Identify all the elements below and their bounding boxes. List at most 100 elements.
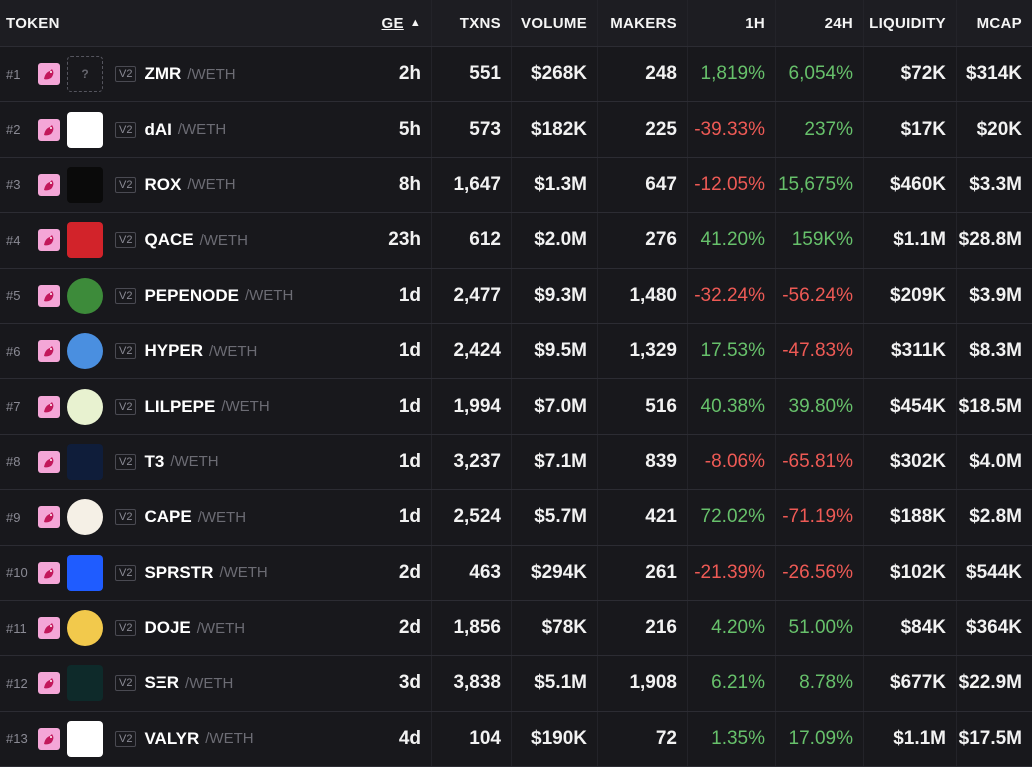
token-cell[interactable]: #13 V2 VALYR/WETH — [0, 712, 370, 766]
rank-label: #9 — [6, 509, 21, 525]
volume-cell: $5.7M — [512, 490, 598, 545]
token-symbol: HYPER — [144, 341, 204, 361]
header-liquidity[interactable]: LIQUIDITY — [864, 0, 957, 46]
mcap-cell: $4.0M — [969, 450, 1022, 472]
token-logo-icon — [67, 499, 103, 536]
liquidity-cell: $84K — [864, 600, 957, 656]
quote-pair: /WETH — [170, 453, 219, 471]
sort-asc-icon[interactable]: ▲ — [409, 17, 421, 29]
header-age[interactable]: GE ▲ — [370, 0, 432, 46]
volume-cell: $268K — [512, 47, 598, 102]
header-makers[interactable]: MAKERS — [598, 0, 688, 46]
volume-cell: $2.0M — [512, 213, 598, 268]
token-cell[interactable]: #4 V2 QACE/WETH — [0, 213, 370, 267]
header-volume[interactable]: VOLUME — [512, 0, 598, 46]
makers-cell: 1,480 — [598, 268, 688, 323]
table-row[interactable]: #4 V2 QACE/WETH 23h 612 $2.0M 276 41.20% 159K% $1… — [0, 213, 1032, 269]
table-row[interactable]: #10 V2 SPRSTR/WETH 2d 463 $294K 261 -21.39% -26.… — [0, 545, 1032, 601]
age-cell: 4d — [370, 711, 432, 767]
token-logo-icon — [67, 111, 103, 148]
mcap-cell: $28.8M — [958, 229, 1022, 251]
token-symbol: VALYR — [144, 728, 200, 748]
change-1h-cell: -39.33% — [688, 102, 776, 157]
txns-cell: 463 — [432, 545, 512, 600]
liquidity-cell: $454K — [864, 379, 957, 434]
mcap-cell: $314K — [966, 63, 1022, 85]
token-cell[interactable]: #12 V2 SΞR/WETH — [0, 656, 370, 710]
token-cell[interactable]: #7 V2 LILPEPE/WETH — [0, 379, 370, 433]
table-row[interactable]: #9 V2 CAPE/WETH 1d 2,524 $5.7M 421 72.02% -71.19… — [0, 490, 1032, 546]
txns-cell: 2,477 — [432, 268, 512, 323]
rank-label: #7 — [6, 399, 21, 415]
txns-cell: 573 — [432, 102, 512, 157]
token-logo-icon — [67, 665, 103, 702]
table-row[interactable]: #13 V2 VALYR/WETH 4d 104 $190K 72 1.35% 17.09% $1… — [0, 711, 1032, 767]
token-logo-icon — [67, 388, 103, 425]
token-cell[interactable]: #2 V2 dAI/WETH — [0, 102, 370, 156]
txns-cell: 1,647 — [432, 157, 512, 213]
table-row[interactable]: #7 V2 LILPEPE/WETH 1d 1,994 $7.0M 516 40.38% 39.… — [0, 379, 1032, 435]
table-row[interactable]: #11 V2 DOJE/WETH 2d 1,856 $78K 216 4.20% 51.00% $… — [0, 600, 1032, 657]
liquidity-cell: $311K — [864, 323, 957, 379]
rank-label: #1 — [6, 66, 21, 82]
token-logo-icon — [67, 720, 103, 757]
volume-cell: $190K — [512, 711, 598, 767]
uniswap-icon — [38, 672, 60, 695]
mcap-cell: $364K — [966, 617, 1022, 639]
volume-cell: $294K — [512, 545, 598, 600]
table-row[interactable]: #12 V2 SΞR/WETH 3d 3,838 $5.1M 1,908 6.21% 8.78%… — [0, 656, 1032, 712]
token-cell[interactable]: #10 V2 SPRSTR/WETH — [0, 546, 370, 600]
liquidity-cell: $209K — [864, 268, 957, 323]
uniswap-icon — [38, 395, 60, 418]
token-logo-icon — [67, 222, 103, 259]
table-row[interactable]: #8 V2 T3/WETH 1d 3,237 $7.1M 839 -8.06% -65.81% $… — [0, 434, 1032, 491]
liquidity-cell: $677K — [864, 656, 957, 711]
token-cell[interactable]: #6 V2 HYPER/WETH — [0, 324, 370, 378]
uniswap-icon — [38, 727, 60, 750]
token-cell[interactable]: #11 V2 DOJE/WETH — [0, 601, 370, 655]
token-cell[interactable]: #3 V2 ROX/WETH — [0, 158, 370, 212]
uniswap-icon — [38, 450, 60, 473]
token-symbol: SPRSTR — [144, 562, 214, 582]
change-24h-cell: -56.24% — [776, 268, 864, 323]
change-24h-cell: 6,054% — [776, 47, 864, 102]
header-24h[interactable]: 24H — [776, 0, 864, 46]
age-cell: 3d — [370, 656, 432, 711]
token-cell[interactable]: #9 V2 CAPE/WETH — [0, 490, 370, 544]
volume-cell: $9.5M — [512, 323, 598, 379]
makers-cell: 248 — [598, 47, 688, 102]
table-row[interactable]: #6 V2 HYPER/WETH 1d 2,424 $9.5M 1,329 17.53% -47… — [0, 323, 1032, 380]
change-24h-cell: -47.83% — [776, 323, 864, 379]
token-cell[interactable]: #5 V2 PEPENODE/WETH — [0, 269, 370, 323]
table-row[interactable]: #5 V2 PEPENODE/WETH 1d 2,477 $9.3M 1,480 -32.24… — [0, 268, 1032, 324]
txns-cell: 2,524 — [432, 490, 512, 545]
token-symbol: DOJE — [144, 618, 191, 638]
mcap-cell: $17.5M — [958, 727, 1022, 749]
uniswap-icon — [38, 118, 60, 141]
txns-cell: 3,237 — [432, 434, 512, 490]
change-1h-cell: 72.02% — [688, 490, 776, 545]
quote-pair: /WETH — [244, 287, 294, 305]
table-row[interactable]: #3 V2 ROX/WETH 8h 1,647 $1.3M 647 -12.05% 15,675… — [0, 157, 1032, 214]
header-mcap[interactable]: MCAP — [976, 14, 1022, 32]
quote-pair: /WETH — [205, 730, 254, 748]
change-1h-cell: 40.38% — [688, 379, 776, 434]
table-row[interactable]: #1? V2 ZMR/WETH 2h 551 $268K 248 1,819% 6,054% $7… — [0, 47, 1032, 103]
quote-pair: /WETH — [177, 121, 227, 139]
liquidity-cell: $1.1M — [864, 711, 957, 767]
header-txns[interactable]: TXNS — [432, 0, 512, 46]
uniswap-icon — [38, 63, 60, 86]
makers-cell: 1,908 — [598, 656, 688, 711]
change-24h-cell: 15,675% — [776, 157, 864, 213]
table-row[interactable]: #2 V2 dAI/WETH 5h 573 $182K 225 -39.33% 237% $17K… — [0, 102, 1032, 158]
token-logo-icon: ? — [67, 56, 103, 93]
quote-pair: /WETH — [199, 231, 248, 249]
age-cell: 1d — [370, 490, 432, 545]
dex-version-badge: V2 — [115, 675, 137, 692]
header-token[interactable]: TOKEN — [6, 14, 60, 32]
header-1h[interactable]: 1H — [688, 0, 776, 46]
quote-pair: /WETH — [196, 619, 246, 637]
token-cell[interactable]: #1? V2 ZMR/WETH — [0, 47, 370, 101]
token-cell[interactable]: #8 V2 T3/WETH — [0, 435, 370, 489]
txns-cell: 2,424 — [432, 323, 512, 379]
